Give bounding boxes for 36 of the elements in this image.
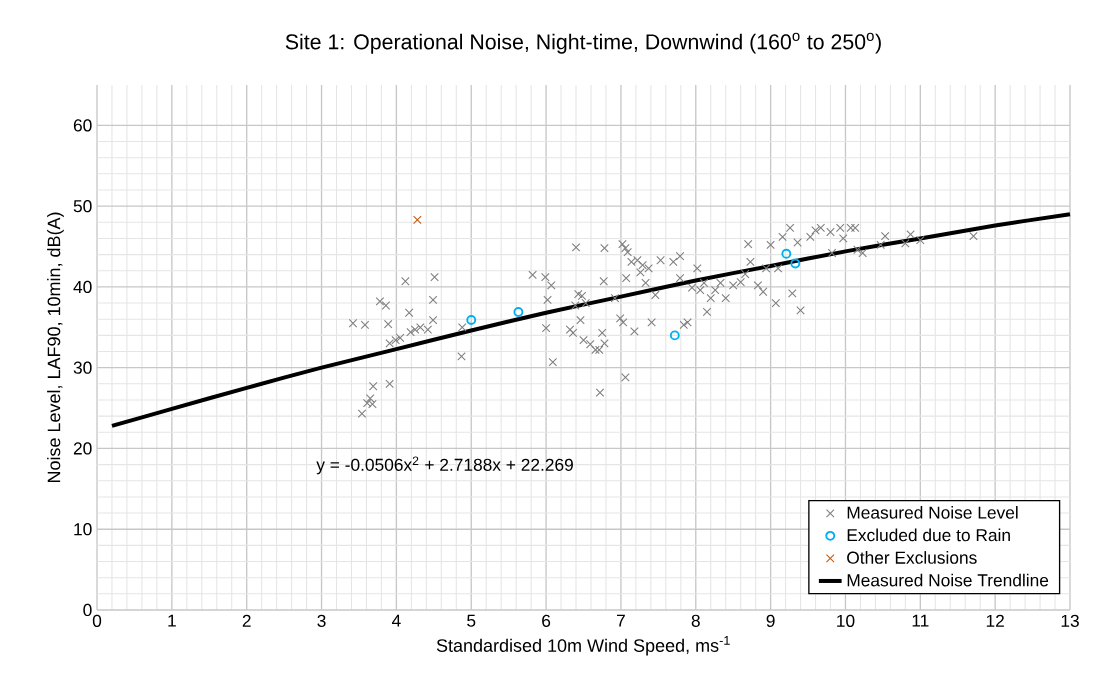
legend-label: Excluded due to Rain bbox=[847, 528, 1010, 542]
point bbox=[466, 315, 477, 325]
y-tick-label: 0 bbox=[83, 603, 92, 617]
x-tick-label: 1 bbox=[168, 614, 176, 627]
y-tick-label: 10 bbox=[74, 523, 92, 536]
x-tick-label: 8 bbox=[691, 614, 700, 627]
point bbox=[781, 248, 792, 259]
x-tick-label: 9 bbox=[766, 614, 775, 627]
x-axis-title: Standardised 10m Wind Speed, ms$^{-1}$ bbox=[436, 636, 730, 656]
x-tick-label: 10 bbox=[837, 614, 855, 627]
x-tick-label: 7 bbox=[617, 614, 625, 627]
y-tick-label: 60 bbox=[73, 119, 92, 132]
x-tick-label: 12 bbox=[986, 614, 1004, 627]
legend-label: Measured Noise Level bbox=[847, 505, 1018, 519]
x-tick-label: 3 bbox=[317, 614, 326, 627]
x-tick-label: 11 bbox=[912, 614, 929, 627]
x-tick-label: 6 bbox=[542, 614, 551, 627]
y-axis-title: Noise Level, LAF90, 10min, dB(A) bbox=[47, 212, 64, 483]
line-series bbox=[109, 212, 1072, 428]
x-tick-label: 5 bbox=[467, 614, 476, 627]
point bbox=[413, 215, 422, 225]
point bbox=[513, 307, 524, 317]
y-tick-label: 30 bbox=[73, 361, 92, 374]
chart-title: Site 1: Operational Noise, Night-time, Downwind (160$^{o}$ to 250$^{o}$) bbox=[285, 32, 881, 54]
y-tick-label: 40 bbox=[73, 280, 92, 294]
x-tick-label: 2 bbox=[242, 614, 251, 627]
x-tick-label: 13 bbox=[1061, 614, 1079, 627]
x-tick-label: 4 bbox=[391, 614, 401, 627]
legend-label: Other Exclusions bbox=[847, 551, 977, 564]
point bbox=[669, 330, 680, 341]
point bbox=[790, 258, 801, 269]
x-tick-label: 0 bbox=[92, 614, 102, 627]
legend-label: Measured Noise Trendline bbox=[847, 573, 1049, 587]
y-tick-label: 20 bbox=[73, 442, 92, 455]
y-tick-label: 50 bbox=[73, 200, 92, 213]
annotation: y = -0.0506x$^{2}$ + 2.7188x + 22.269 bbox=[316, 456, 573, 475]
